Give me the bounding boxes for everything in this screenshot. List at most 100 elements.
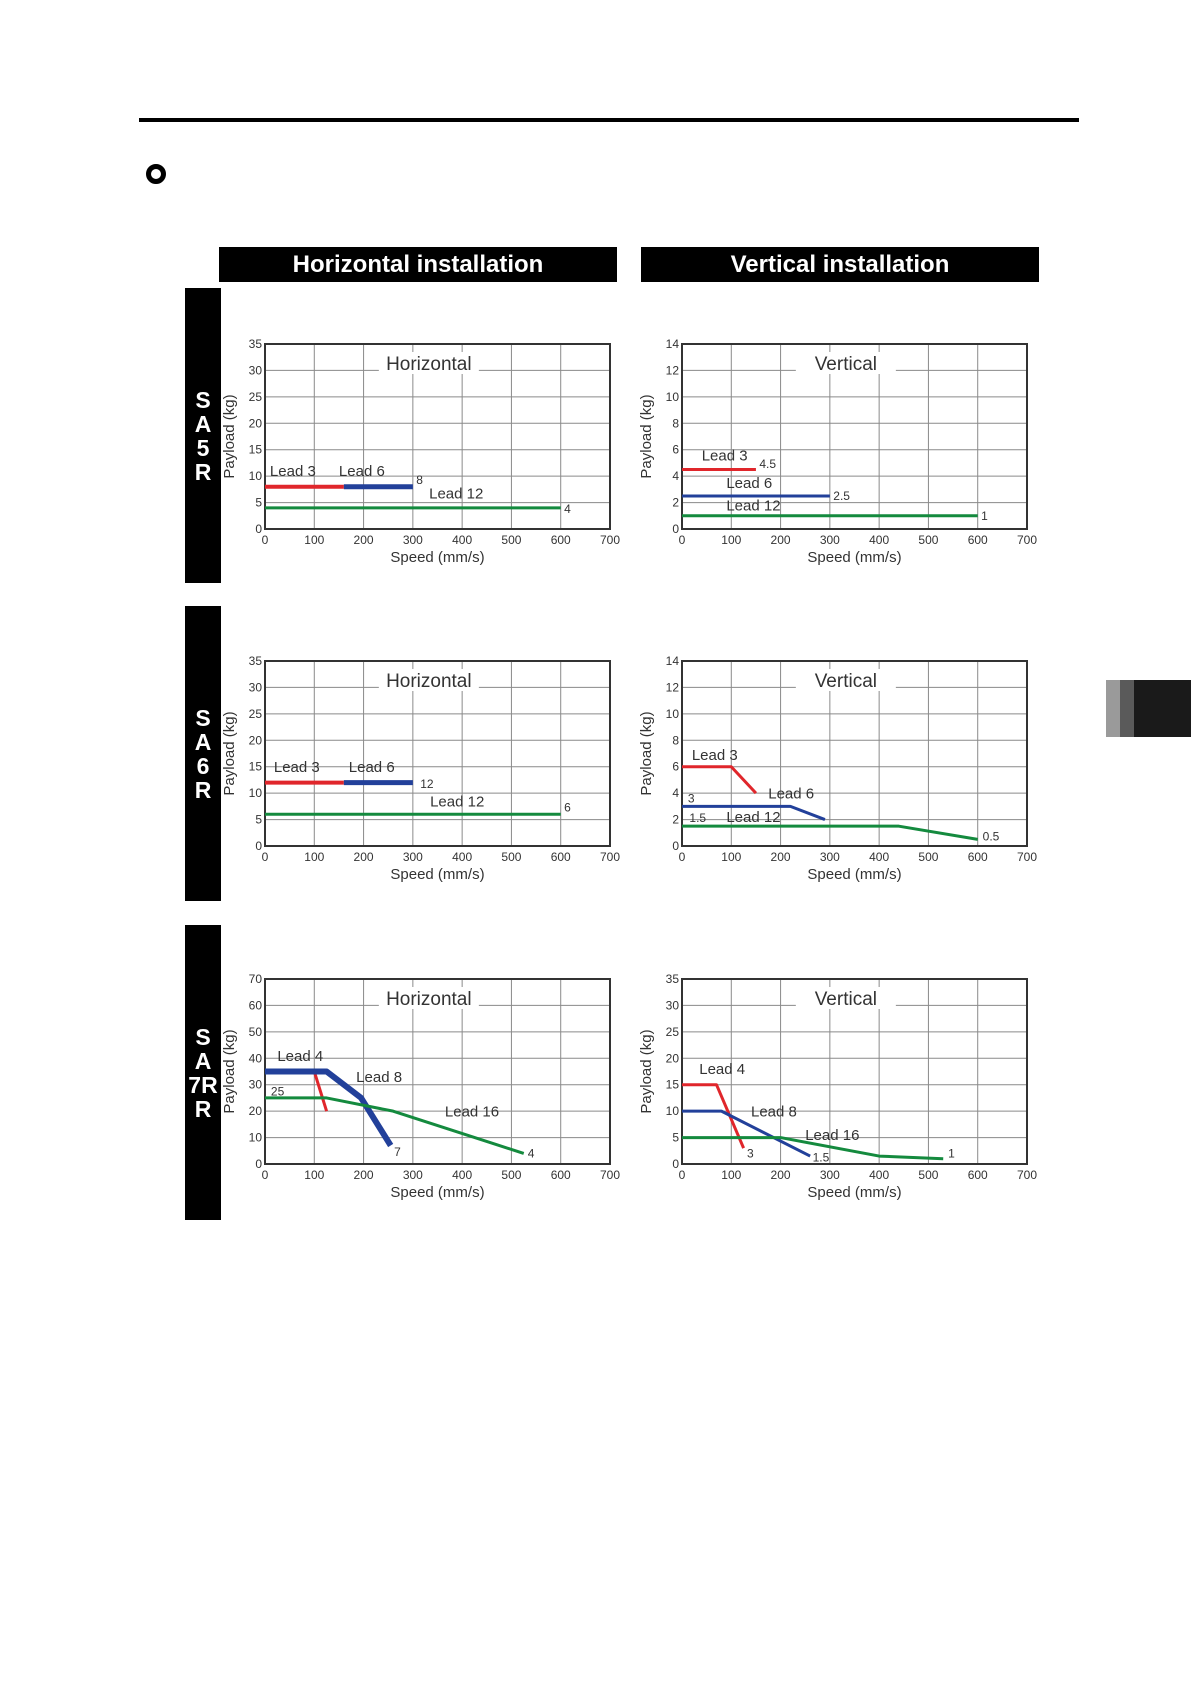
x-tick-label: 700 — [1017, 1168, 1037, 1182]
y-tick-label: 10 — [249, 469, 263, 483]
x-axis-label: Speed (mm/s) — [390, 866, 484, 883]
plot-frame — [264, 660, 611, 847]
x-axis-label: Speed (mm/s) — [807, 549, 901, 566]
annotation-label: Lead 3 — [270, 463, 316, 480]
x-tick-label: 0 — [679, 1168, 686, 1182]
x-tick-label: 500 — [501, 533, 521, 547]
y-tick-label: 35 — [249, 337, 263, 351]
y-tick-label: 70 — [249, 972, 263, 986]
x-tick-label: 700 — [600, 850, 620, 864]
x-tick-label: 300 — [403, 533, 423, 547]
x-tick-label: 0 — [679, 533, 686, 547]
x-tick-label: 500 — [918, 850, 938, 864]
chart-title: Vertical — [815, 989, 877, 1010]
row-label-sa6r: S A 6 R — [185, 606, 221, 901]
annotation-label: Lead 12 — [726, 809, 780, 826]
series-line-lead-4 — [682, 1083, 745, 1149]
y-tick-label: 20 — [249, 1104, 263, 1118]
y-tick-label: 8 — [672, 733, 679, 747]
y-axis-label: Payload (kg) — [638, 711, 655, 795]
chart-sa6r-horizontal: 0 100 200 300 400 500 600 700 0 5 10 15 20 25 30 35 Hori… — [221, 654, 620, 883]
x-tick-label: 100 — [721, 1168, 741, 1182]
annotation-label: 4.5 — [759, 457, 776, 471]
x-tick-label: 400 — [869, 533, 889, 547]
chart-title: Horizontal — [386, 354, 472, 375]
annotation-label: 3 — [747, 1147, 754, 1161]
row-letter: 7R — [188, 1071, 218, 1098]
annotation-label: Lead 3 — [274, 759, 320, 776]
annotation-label: 4 — [528, 1146, 535, 1160]
x-tick-label: 100 — [721, 850, 741, 864]
chart-title: Horizontal — [386, 989, 472, 1010]
x-tick-label: 400 — [869, 850, 889, 864]
x-tick-label: 0 — [262, 533, 269, 547]
y-tick-label: 0 — [255, 1157, 262, 1171]
annotation-label: Lead 6 — [349, 759, 395, 776]
annotation-label: Lead 3 — [692, 747, 738, 764]
x-tick-label: 600 — [551, 533, 571, 547]
annotation-label: Lead 6 — [768, 785, 814, 802]
plot-frame — [681, 660, 1028, 847]
x-tick-label: 200 — [354, 850, 374, 864]
chart-title: Vertical — [815, 671, 877, 692]
chapter-tab-stripe — [1106, 680, 1120, 737]
y-axis-label: Payload (kg) — [638, 1029, 655, 1113]
x-tick-label: 600 — [551, 1168, 571, 1182]
row-letter: 5 — [196, 434, 210, 461]
x-tick-label: 200 — [354, 533, 374, 547]
annotation-label: 3 — [688, 791, 695, 805]
annotation-label: 7 — [394, 1145, 401, 1159]
y-tick-label: 50 — [249, 1025, 263, 1039]
x-tick-label: 700 — [600, 1168, 620, 1182]
plot-frame — [264, 343, 611, 530]
annotation-label: 6 — [564, 801, 571, 815]
annotation-label: 2.5 — [833, 489, 850, 503]
chart-title: Vertical — [815, 354, 877, 375]
y-tick-label: 15 — [249, 760, 263, 774]
chart-title-background — [378, 987, 479, 1009]
y-tick-label: 30 — [249, 680, 263, 694]
y-tick-label: 0 — [255, 522, 262, 536]
x-tick-label: 500 — [501, 1168, 521, 1182]
y-tick-label: 20 — [249, 416, 263, 430]
annotation-label: Lead 8 — [356, 1069, 402, 1086]
x-tick-label: 200 — [771, 533, 791, 547]
y-tick-label: 30 — [249, 1078, 263, 1092]
y-tick-label: 10 — [249, 1131, 263, 1145]
y-tick-label: 5 — [255, 496, 262, 510]
y-tick-label: 25 — [249, 390, 263, 404]
y-axis-label: Payload (kg) — [638, 394, 655, 478]
annotation-label: Lead 12 — [726, 498, 780, 515]
vertical-installation-header: Vertical installation — [641, 247, 1039, 282]
x-tick-label: 100 — [304, 850, 324, 864]
row-label-sa5r: S A 5 R — [185, 288, 221, 583]
annotation-label: 8 — [416, 473, 423, 487]
x-tick-label: 400 — [869, 1168, 889, 1182]
y-tick-label: 0 — [672, 522, 679, 536]
annotation-label: Lead 3 — [702, 447, 748, 464]
chart-title-background — [378, 352, 479, 374]
y-tick-label: 5 — [255, 813, 262, 827]
annotation-label: Lead 6 — [339, 463, 385, 480]
y-tick-label: 2 — [672, 496, 679, 510]
series-line-lead-6 — [682, 804, 826, 821]
y-axis-label: Payload (kg) — [221, 711, 238, 795]
y-tick-label: 60 — [249, 998, 263, 1012]
annotation-label: 1 — [981, 509, 988, 523]
annotation-label: 0.5 — [983, 830, 1000, 844]
row-letter: S — [195, 704, 211, 731]
y-tick-label: 8 — [672, 416, 679, 430]
x-tick-label: 700 — [1017, 533, 1037, 547]
annotation-label: Lead 16 — [805, 1127, 859, 1144]
annotation-label: Lead 12 — [429, 485, 483, 502]
y-tick-label: 12 — [666, 680, 680, 694]
y-tick-label: 0 — [672, 1157, 679, 1171]
series-line-lead-16 — [682, 1136, 944, 1161]
y-tick-label: 14 — [666, 337, 680, 351]
y-tick-label: 20 — [666, 1051, 680, 1065]
row-letter: R — [194, 1095, 212, 1122]
y-tick-label: 5 — [672, 1131, 679, 1145]
y-axis-label: Payload (kg) — [221, 1029, 238, 1113]
x-tick-label: 500 — [501, 850, 521, 864]
x-tick-label: 300 — [820, 533, 840, 547]
